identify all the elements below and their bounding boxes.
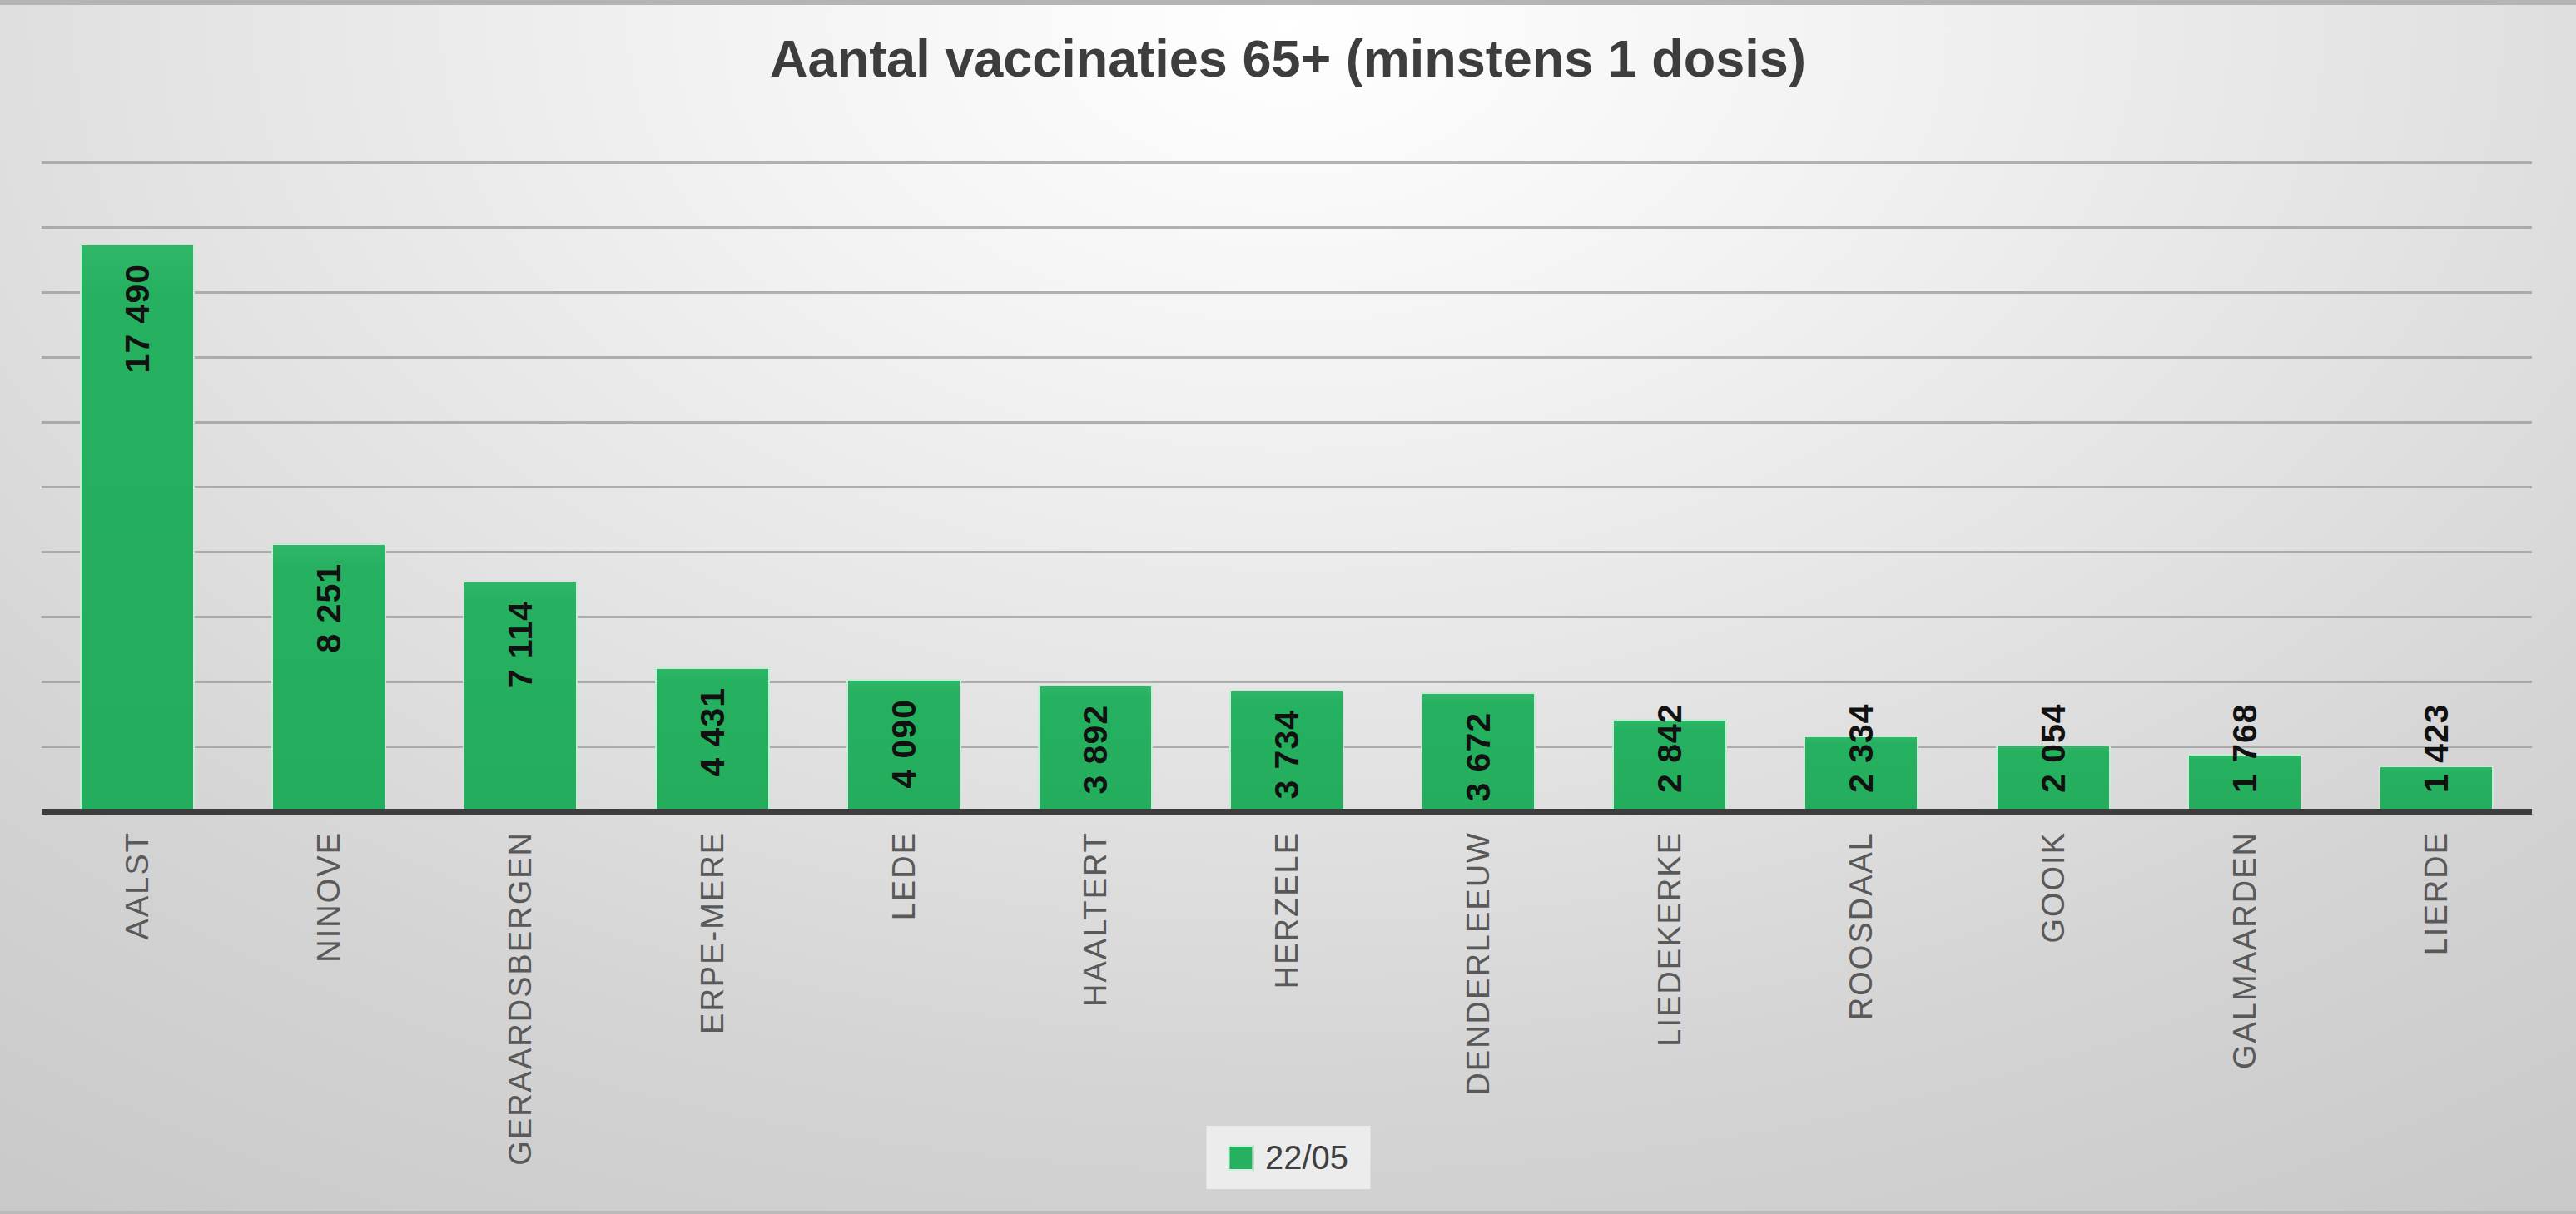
category-label: GERAARDSBERGEN [503, 831, 538, 1166]
bar-cell-roosdaal: 2 334ROOSDAAL [1765, 162, 1957, 811]
bar-value-label: 4 431 [694, 687, 731, 777]
bar-value-label: 1 768 [2226, 703, 2263, 793]
slide-bottom-edge [0, 1211, 2576, 1214]
bar: 2 334 [1804, 736, 1918, 811]
category-label: ERPE-MERE [695, 831, 730, 1034]
bar-value-label: 2 054 [2035, 703, 2072, 793]
legend-swatch-icon [1228, 1145, 1253, 1171]
bar: 7 114 [463, 581, 578, 811]
bar: 17 490 [80, 244, 195, 811]
bar: 8 251 [271, 543, 386, 811]
bar-value-label: 17 490 [119, 264, 156, 373]
bar: 2 054 [1996, 745, 2111, 811]
bar-cell-galmaarden: 1 768GALMAARDEN [2149, 162, 2340, 811]
slide-top-edge [0, 0, 2576, 5]
bar-value-label: 2 842 [1651, 703, 1688, 793]
category-label: HERZELE [1269, 831, 1304, 989]
bar-value-label: 7 114 [502, 601, 539, 688]
bar: 1 768 [2187, 754, 2302, 811]
bar-cell-herzele: 3 734HERZELE [1191, 162, 1382, 811]
chart-slide: Aantal vaccinaties 65+ (minstens 1 dosis… [0, 0, 2576, 1214]
bar: 4 431 [655, 667, 770, 811]
bar-cell-lede: 4 090LEDE [808, 162, 1000, 811]
bar-cell-haaltert: 3 892HAALTERT [1000, 162, 1191, 811]
chart-title: Aantal vaccinaties 65+ (minstens 1 dosis… [0, 28, 2576, 88]
bar-value-label: 4 090 [886, 699, 922, 789]
bar-value-label: 3 892 [1077, 705, 1114, 795]
category-label: DENDERLEEUW [1461, 831, 1496, 1096]
category-label: LIEDEKERKE [1652, 831, 1687, 1047]
legend-label: 22/05 [1265, 1139, 1348, 1177]
bar-cell-gooik: 2 054GOOIK [1958, 162, 2149, 811]
category-label: LEDE [886, 831, 921, 920]
category-label: NINOVE [311, 831, 346, 963]
bars-row: 17 490AALST8 251NINOVE7 114GERAARDSBERGE… [42, 162, 2532, 811]
bar: 2 842 [1612, 719, 1727, 811]
category-label: LIERDE [2419, 831, 2454, 955]
bar-cell-ninove: 8 251NINOVE [233, 162, 424, 811]
bar-value-label: 8 251 [310, 563, 347, 653]
bar-cell-erpe-mere: 4 431ERPE-MERE [616, 162, 807, 811]
category-label: ROOSDAAL [1844, 831, 1879, 1020]
bar-cell-geraardsbergen: 7 114GERAARDSBERGEN [424, 162, 616, 811]
bar-value-label: 1 423 [2418, 703, 2454, 793]
category-label: HAALTERT [1078, 831, 1113, 1007]
category-label: AALST [120, 831, 155, 939]
x-axis-line [42, 809, 2532, 815]
category-label: GOOIK [2036, 831, 2071, 944]
bar: 3 672 [1421, 692, 1536, 811]
bar-value-label: 3 672 [1460, 712, 1496, 802]
category-label: GALMAARDEN [2227, 831, 2262, 1069]
bar-cell-lierde: 1 423LIERDE [2340, 162, 2532, 811]
bar-value-label: 3 734 [1268, 710, 1305, 800]
bar-cell-aalst: 17 490AALST [42, 162, 233, 811]
bar-cell-denderleeuw: 3 672DENDERLEEUW [1382, 162, 1574, 811]
plot-area: 17 490AALST8 251NINOVE7 114GERAARDSBERGE… [42, 162, 2532, 811]
legend: 22/05 [1206, 1126, 1370, 1189]
bar-cell-liedekerke: 2 842LIEDEKERKE [1574, 162, 1765, 811]
bar: 4 090 [846, 679, 961, 812]
bar: 3 892 [1038, 685, 1153, 811]
bar-value-label: 2 334 [1843, 703, 1879, 793]
bar: 3 734 [1229, 690, 1344, 811]
bar: 1 423 [2379, 766, 2494, 811]
